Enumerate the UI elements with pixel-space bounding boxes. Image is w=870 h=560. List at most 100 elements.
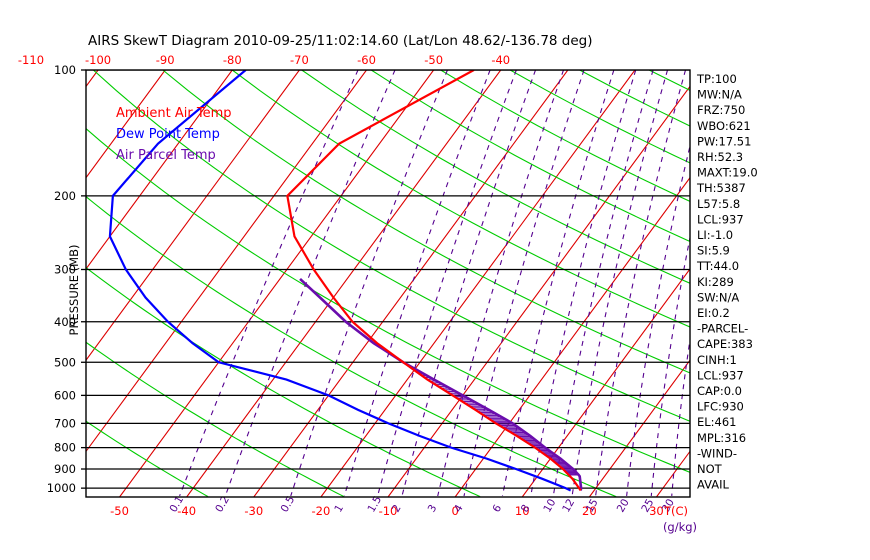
parameter-lcl: LCL:937 xyxy=(697,212,744,226)
pressure-axis-labels: 100 200 300 400 500 600 700 800 900 1000 xyxy=(47,63,86,495)
top-temp-tick-label: -90 xyxy=(156,53,175,67)
parameter-ei: EI:0.2 xyxy=(697,306,730,320)
parameter-tp: TP:100 xyxy=(696,72,737,86)
mixing-ratio-line xyxy=(437,70,565,497)
dry-adiabat-line xyxy=(86,127,690,473)
parameter-th: TH:5387 xyxy=(696,181,746,195)
top-temp-tick-label: -100 xyxy=(85,53,111,67)
ambient-temp-curve xyxy=(286,70,582,492)
pressure-tick-label: 800 xyxy=(54,441,76,455)
isotherm-line xyxy=(86,70,166,179)
bottom-temp-tick-label: -30 xyxy=(244,504,263,518)
plot-border xyxy=(85,69,691,498)
dry-adiabat-line xyxy=(162,70,690,374)
mixing-ratio-tick-label: 8 xyxy=(519,503,533,515)
dry-adiabat-line xyxy=(86,266,481,497)
mixing-ratio-line xyxy=(290,70,448,497)
pressure-tick-label: 700 xyxy=(54,416,76,430)
isotherm-line xyxy=(320,70,636,497)
parcel-temp-curve xyxy=(299,277,583,491)
parameter-ki: KI:289 xyxy=(697,275,734,289)
mixing-ratio-tick-label: 1 xyxy=(332,503,346,515)
parameter-si: SI:5.9 xyxy=(697,244,730,258)
bottom-temp-tick-label: -50 xyxy=(110,504,129,518)
isotherm-grid xyxy=(86,70,690,497)
mixing-ratio-tick-label: 30 xyxy=(660,497,677,515)
parameter-mw: MW:N/A xyxy=(697,88,742,102)
isotherm-line xyxy=(119,70,435,497)
parameter-wind: -WIND- xyxy=(697,446,737,460)
isotherm-line xyxy=(86,70,300,362)
bottom-temp-tick-label: -20 xyxy=(311,504,330,518)
pressure-tick-label: 100 xyxy=(54,63,76,77)
parameter-li: LI:-1.0 xyxy=(697,228,733,242)
dry-adiabat-line xyxy=(92,70,690,422)
parameter-rh: RH:52.3 xyxy=(697,150,743,164)
dry-adiabat-line xyxy=(231,70,690,328)
legend-item-1: Ambient Air Temp xyxy=(116,106,232,121)
parameter-mpl: MPL:316 xyxy=(697,431,746,445)
legend: Ambient Air Temp Dew Point Temp Air Parcel… xyxy=(116,106,232,163)
mixing-ratio-line xyxy=(224,70,396,497)
pressure-tick-label: 500 xyxy=(54,355,76,369)
isobar-grid xyxy=(86,70,690,489)
top-temp-tick-label: -60 xyxy=(357,53,376,67)
mixing-ratio-tick-label: 25 xyxy=(639,497,656,515)
parameter-pw: PW:17.51 xyxy=(697,134,751,148)
mixing-ratio-tick-label: 2 xyxy=(390,503,404,515)
parameter-el: EL:461 xyxy=(697,415,737,429)
dry-adiabat-line xyxy=(86,420,209,497)
parameter-lcl: LCL:937 xyxy=(697,368,744,382)
parameter-lfc: LFC:930 xyxy=(697,400,744,414)
dry-adiabat-line xyxy=(86,195,617,497)
mixing-ratio-tick-label: 3 xyxy=(426,503,440,515)
legend-item-3: Air Parcel Temp xyxy=(116,148,216,163)
top-temperature-axis: -120-110-100-90-80-70-60-50-40 xyxy=(18,53,510,67)
bottom-temperature-axis: -50 -40 -30 -20 -10 0 10 20 30 xyxy=(110,504,664,518)
mixing-ratio-line xyxy=(401,70,537,497)
mixing-ratio-line xyxy=(671,336,690,497)
dry-adiabat-grid xyxy=(86,70,690,497)
parameter-parcel: -PARCEL- xyxy=(697,322,748,336)
dew-point-curve xyxy=(108,70,572,492)
top-temp-tick-label: -40 xyxy=(491,53,510,67)
pressure-tick-label: 400 xyxy=(54,315,76,329)
mixing-ratio-line xyxy=(463,70,585,497)
isotherm-line xyxy=(86,70,367,453)
parameter-cinh: CINH:1 xyxy=(697,353,737,367)
top-temp-tick-label: -80 xyxy=(223,53,242,67)
mixing-ratio-line xyxy=(179,70,359,497)
y-axis-label: PRESSURE (MB) xyxy=(67,245,81,336)
page-title: AIRS SkewT Diagram 2010-09-25/11:02:14.6… xyxy=(88,33,593,49)
x-axis-mixing-label: (g/kg) xyxy=(663,520,697,534)
bottom-temp-tick-label: 30 xyxy=(649,504,664,518)
isotherm-line xyxy=(387,85,690,497)
mixing-ratio-line xyxy=(626,143,690,497)
mixing-ratio-line xyxy=(650,234,690,497)
mixing-ratio-tick-label: 15 xyxy=(584,497,601,515)
bottom-temp-tick-label: 0 xyxy=(451,504,458,518)
top-temp-tick-label: -110 xyxy=(18,53,44,67)
mixing-ratio-tick-label: 20 xyxy=(615,497,632,515)
parameter-cape: CAPE:383 xyxy=(697,337,753,351)
bottom-temp-tick-label: 10 xyxy=(515,504,530,518)
mixing-ratio-line xyxy=(343,70,491,497)
pressure-tick-label: 300 xyxy=(54,263,76,277)
parameter-frz: FRZ:750 xyxy=(697,103,745,117)
isotherm-line xyxy=(86,70,233,270)
bottom-temp-tick-label: -10 xyxy=(379,504,398,518)
isotherm-line xyxy=(253,70,569,497)
dry-adiabat-line xyxy=(301,70,690,284)
parameter-not: NOT xyxy=(697,462,723,476)
isotherm-line xyxy=(588,359,690,497)
isotherm-line xyxy=(186,70,502,497)
mixing-ratio-grid xyxy=(179,70,690,497)
isotherm-line xyxy=(521,267,690,497)
parameter-cap: CAP:0.0 xyxy=(697,384,742,398)
mixing-ratio-tick-label: 12 xyxy=(560,497,577,515)
top-temp-tick-label: -70 xyxy=(290,53,309,67)
bottom-temp-tick-label: -40 xyxy=(177,504,196,518)
